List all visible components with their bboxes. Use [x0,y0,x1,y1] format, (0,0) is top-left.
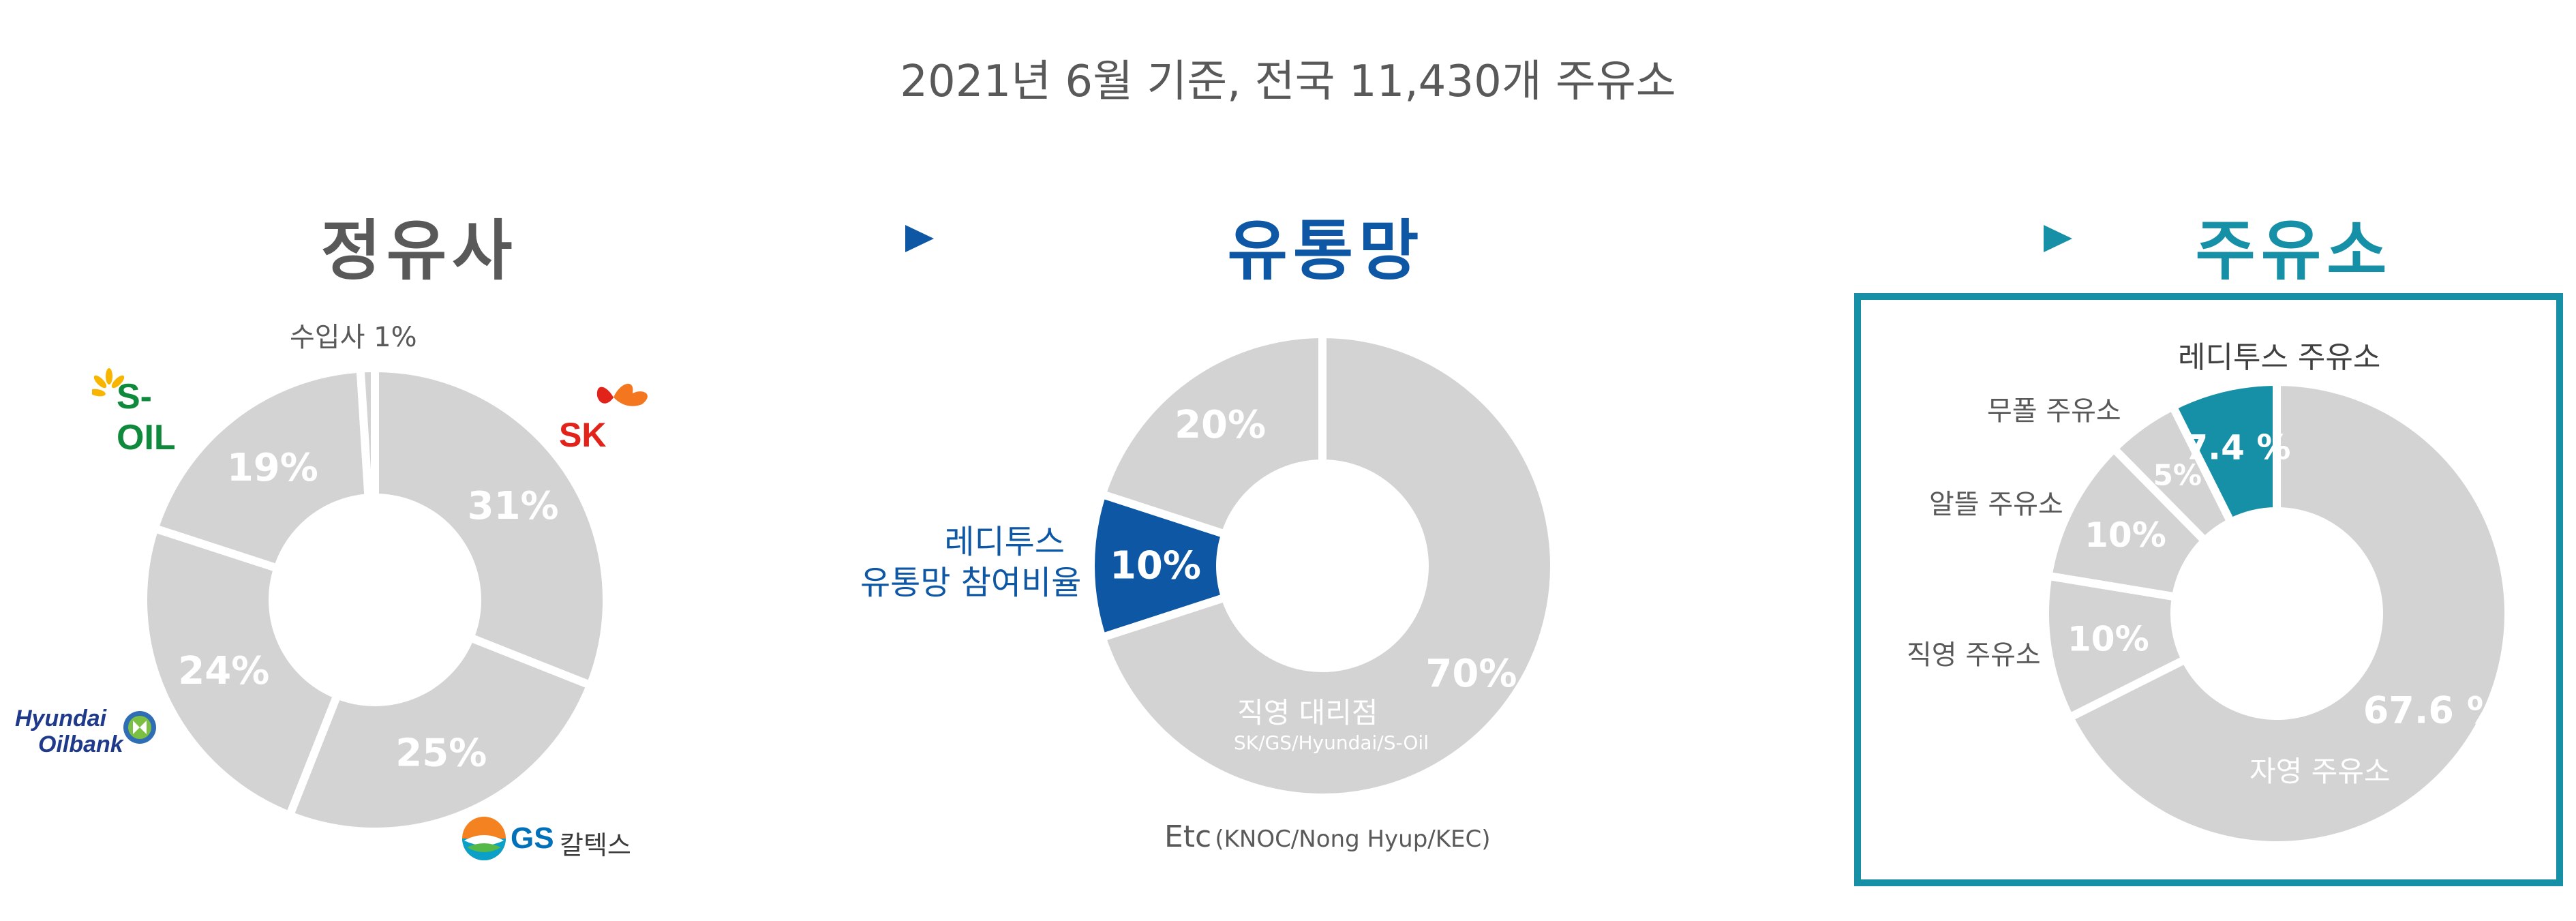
gas-station-highlight-box [1854,293,2563,886]
direct-station-label: 직영 주유소 [1907,639,2041,671]
flow-arrow-2 [1731,225,2072,252]
flow-arrow-1 [620,225,934,252]
hyundai-oilbank-emblem-icon [123,711,156,744]
sk-butterfly-icon [596,383,648,406]
donut-slice-1-3 [149,364,373,574]
donut-label-3-4: 7.4 % [2184,428,2290,468]
donut-label-3-2: 10% [2085,515,2166,555]
donut-slice-2-2 [1097,329,1327,540]
direct-agency-label: 직영 대리점 [1237,696,1378,729]
sk-logo-text: SK [559,416,607,454]
reditus-share-label: 레디투스 유통망 참여비율 [860,522,1082,603]
donut-label-2-1: 10% [1110,544,1201,588]
hyundai-logo-line1: Hyundai [15,706,107,731]
etc-label-sub: (KNOC/Nong Hyup/KEC) [1215,826,1491,853]
direct-agency-sublabel: SK/GS/Hyundai/S-Oil [1234,731,1429,754]
soil-sun-icon [89,368,125,397]
sk-logo: SK [559,378,656,454]
donut-slice-1-0 [371,363,611,691]
donut-label-2-0: 70% [1425,652,1517,696]
etc-label: Etc (KNOC/Nong Hyup/KEC) [1164,819,1491,854]
section-title-gas-stations: 주유소 [2195,213,2393,289]
reditus-share-line1: 레디투스 [944,523,1065,561]
soil-logo-text: S-OIL [117,377,176,457]
donut-label-3-0: 67.6 % [2363,689,2504,731]
donut-slice-2-0 [1097,329,1558,802]
hyundai-logo-line2: Oilbank [38,731,123,757]
etc-label-main: Etc [1164,819,1212,854]
gas-station-donut-chart: 67.6 % 10% 10% 5%7.4 % [2041,377,2513,849]
soil-logo: S-OIL [89,367,176,457]
donut-label-2-2: 20% [1175,403,1266,447]
donut-label-3-3: 5% [2153,458,2202,492]
section-title-refiners: 정유사 [320,213,518,289]
gs-caltex-logo: GS 칼텍스 [460,815,631,865]
section-title-distribution: 유통망 [1227,213,1425,289]
mupol-station-label: 무폴 주유소 [1987,395,2121,427]
donut-label-1-2: 24% [178,649,269,693]
page-title: 2021년 6월 기준, 전국 11,430개 주유소 [900,57,1676,107]
donut-label-3-1: 10% [2067,620,2149,659]
donut-label-1-0: 31% [468,484,559,528]
donut-slice-1-1 [284,632,596,836]
donut-slice-1-4 [356,363,379,502]
donut-label-1-1: 25% [395,731,487,775]
reditus-station-label: 레디투스 주유소 [2178,340,2381,375]
refiners-donut-chart: 31% 25% 24% 19% [139,363,611,836]
self-station-label: 자영 주유소 [2249,755,2391,788]
gs-logo-suffix: 칼텍스 [560,830,631,860]
donut-slice-1-2 [139,523,343,821]
donut-slice-3-4 [2167,377,2281,528]
gs-caltex-emblem-icon [462,817,506,860]
donut-slice-3-0 [2064,377,2513,849]
altteul-station-label: 알뜰 주유소 [1929,489,2063,520]
reditus-share-line2: 유통망 참여비율 [860,564,1082,602]
gs-logo-text: GS [511,821,554,855]
distribution-donut-chart: 70% 10% 20% [1087,329,1558,802]
importer-label: 수입사 1% [290,322,417,353]
donut-label-1-3: 19% [227,446,318,490]
hyundai-oilbank-logo: Hyundai Oilbank [15,706,156,757]
